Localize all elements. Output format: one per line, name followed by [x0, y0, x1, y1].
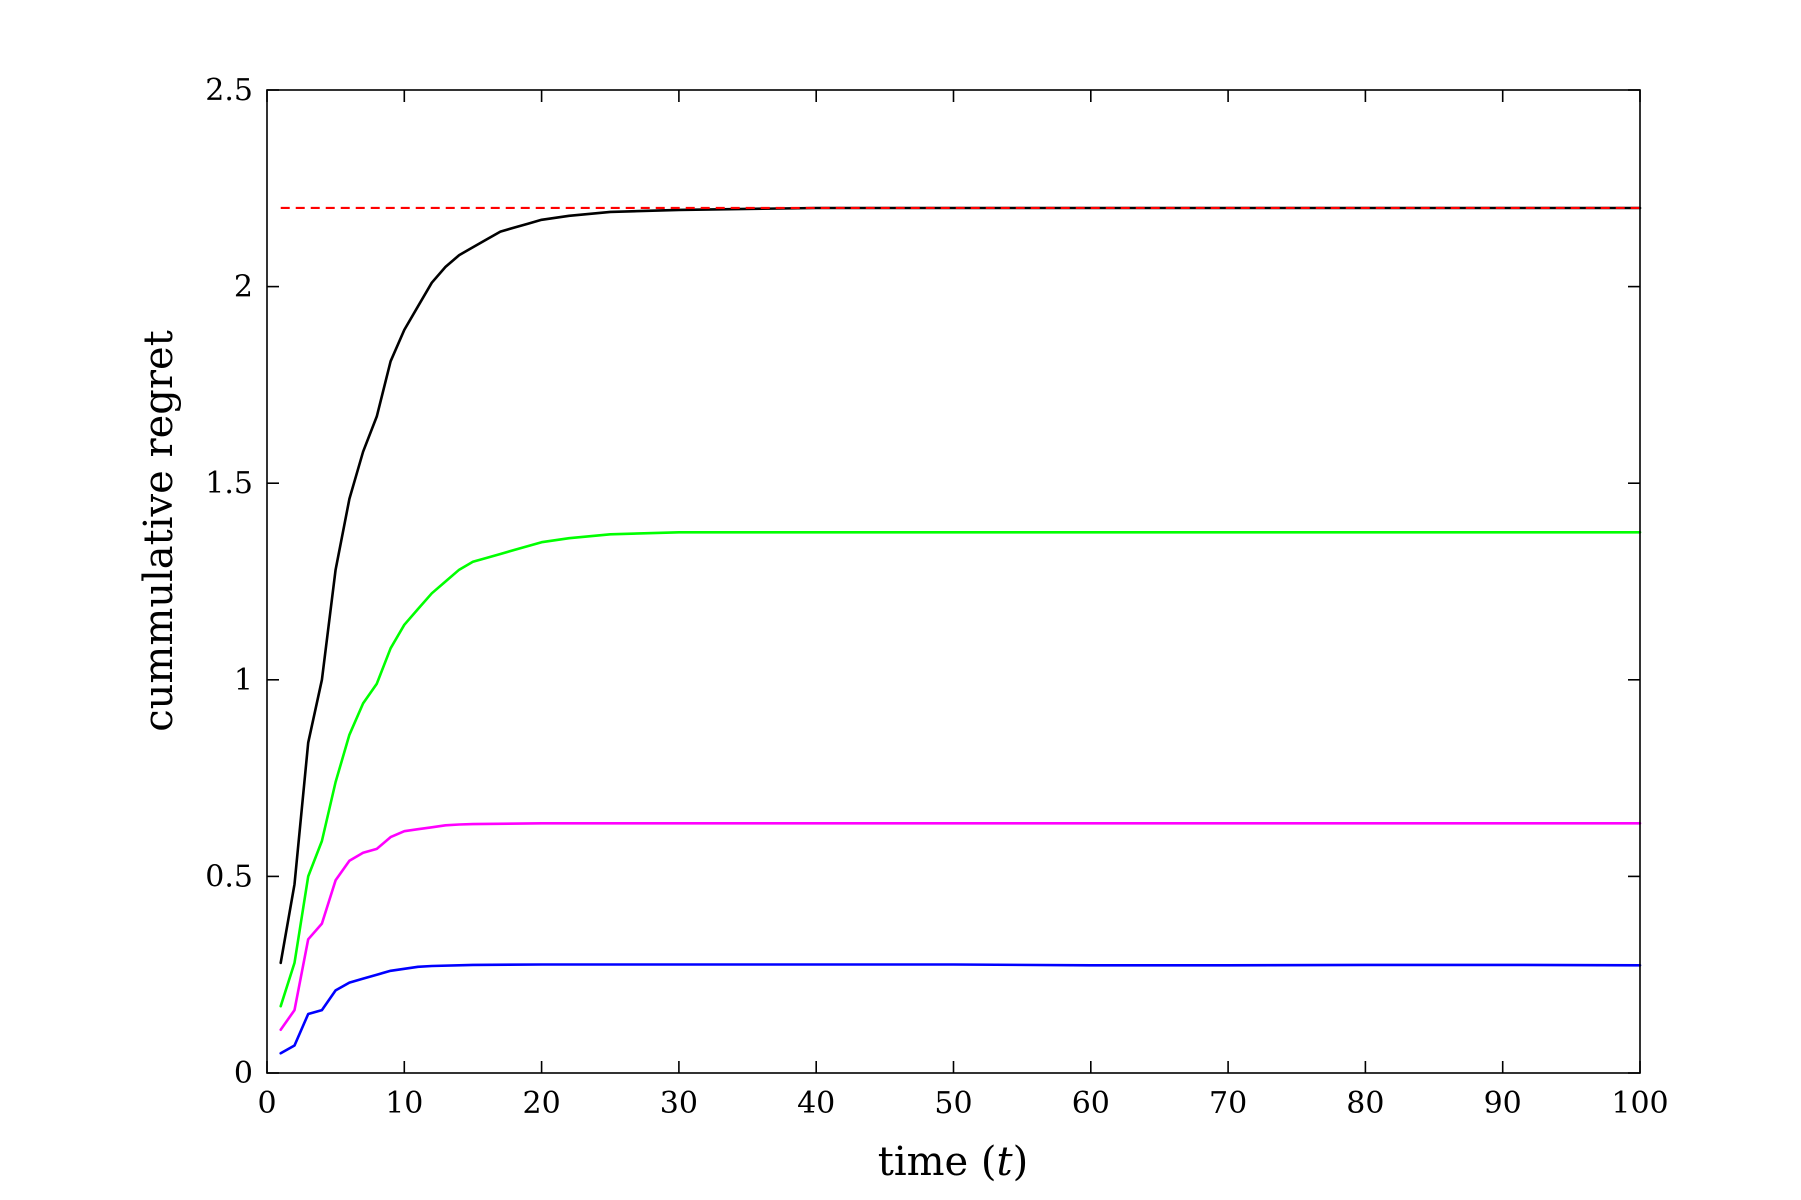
- series-line-3: [279, 821, 1642, 1031]
- y-tick-label: 2: [234, 270, 253, 305]
- x-tick-label: 20: [523, 1086, 561, 1121]
- y-tick-label: 2.5: [205, 73, 253, 108]
- y-tick-label: 1: [234, 663, 253, 698]
- x-axis-ticks: 0 10 20 30 40 50 60 70 80 90 100: [257, 90, 1669, 1121]
- x-tick-label: 10: [385, 1086, 423, 1121]
- x-tick-label: 30: [660, 1086, 698, 1121]
- y-tick-label: 0.5: [205, 859, 253, 894]
- y-axis-label: cummulative regret: [136, 330, 182, 732]
- x-tick-label: 80: [1346, 1086, 1384, 1121]
- x-tick-label: 70: [1209, 1086, 1247, 1121]
- plot-lines: [279, 206, 1642, 1055]
- y-tick-label: 1.5: [205, 466, 253, 501]
- y-tick-label: 0: [234, 1056, 253, 1091]
- series-line-2: [279, 530, 1642, 1008]
- x-axis-label-close: ): [1013, 1139, 1029, 1185]
- x-tick-label: 90: [1484, 1086, 1522, 1121]
- y-axis-ticks: 0 0.5 1 1.5 2 2.5: [205, 73, 1640, 1091]
- x-tick-label: 40: [797, 1086, 835, 1121]
- series-line-4: [279, 963, 1642, 1055]
- x-tick-label: 0: [257, 1086, 276, 1121]
- x-tick-label: 50: [934, 1086, 972, 1121]
- x-axis-label: time (t): [878, 1139, 1028, 1185]
- x-tick-label: 100: [1611, 1086, 1668, 1121]
- x-axis-label-text: time (: [878, 1139, 997, 1185]
- x-tick-label: 60: [1072, 1086, 1110, 1121]
- x-axis-label-variable: t: [997, 1139, 1014, 1185]
